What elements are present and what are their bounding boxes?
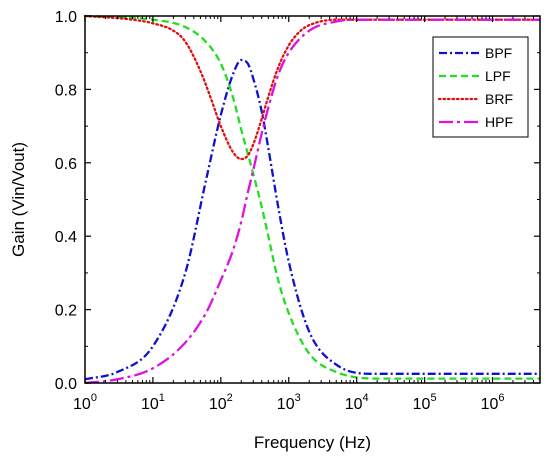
series-line-bpf bbox=[84, 58, 540, 381]
x-tick-label: 106 bbox=[481, 392, 505, 413]
x-tick-label: 104 bbox=[345, 392, 369, 413]
legend-label: BPF bbox=[485, 45, 512, 61]
x-tick-exp: 1 bbox=[159, 392, 165, 404]
x-tick-label: 100 bbox=[73, 392, 97, 413]
series-layer bbox=[83, 14, 542, 385]
y-tick-label: 0.8 bbox=[55, 82, 77, 99]
y-tick-label: 0.0 bbox=[55, 376, 77, 393]
x-tick-base: 10 bbox=[277, 396, 295, 413]
y-axis: 0.0 0.2 0.4 0.6 0.8 1.0 bbox=[55, 9, 540, 393]
x-tick-label: 105 bbox=[413, 392, 437, 413]
x-tick-base: 10 bbox=[413, 396, 431, 413]
x-tick-label: 103 bbox=[277, 392, 301, 413]
x-tick-exp: 3 bbox=[295, 392, 301, 404]
x-axis: 100 101 102 103 104 105 106 bbox=[73, 16, 541, 413]
x-tick-base: 10 bbox=[345, 396, 363, 413]
y-tick-label: 0.2 bbox=[55, 303, 77, 320]
y-axis-title: Gain (Vin/Vout) bbox=[9, 142, 28, 257]
x-tick-exp: 0 bbox=[91, 392, 97, 404]
legend-label: BRF bbox=[485, 91, 513, 107]
y-tick-label: 1.0 bbox=[55, 9, 77, 26]
x-tick-exp: 4 bbox=[363, 392, 369, 404]
x-tick-exp: 5 bbox=[430, 392, 436, 404]
x-tick-exp: 6 bbox=[498, 392, 504, 404]
legend: BPF LPF BRF HPF bbox=[432, 36, 529, 138]
x-tick-label: 102 bbox=[209, 392, 233, 413]
y-tick-label: 0.4 bbox=[55, 229, 77, 246]
x-tick-base: 10 bbox=[141, 396, 159, 413]
legend-box bbox=[432, 36, 529, 138]
y-tick-label: 0.6 bbox=[55, 156, 77, 173]
x-tick-exp: 2 bbox=[227, 392, 233, 404]
x-tick-base: 10 bbox=[209, 396, 227, 413]
series-line-lpf bbox=[84, 14, 540, 380]
legend-label: HPF bbox=[485, 114, 513, 130]
x-tick-base: 10 bbox=[481, 396, 499, 413]
series-line-brf bbox=[83, 14, 542, 161]
x-tick-label: 101 bbox=[141, 392, 165, 413]
x-axis-title: Frequency (Hz) bbox=[254, 433, 371, 452]
series-line-hpf bbox=[84, 18, 540, 385]
x-tick-base: 10 bbox=[73, 396, 91, 413]
legend-label: LPF bbox=[485, 68, 511, 84]
